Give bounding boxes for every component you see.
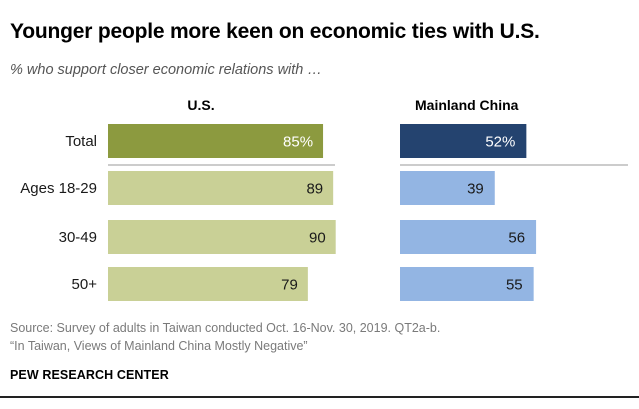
- source-note: Source: Survey of adults in Taiwan condu…: [10, 319, 440, 355]
- category-label-2: 30-49: [59, 229, 97, 246]
- footer-rule: [0, 396, 639, 398]
- data-label-0-0: 85%: [283, 134, 313, 151]
- bar-1-2: [400, 220, 537, 254]
- data-label-1-2: 56: [508, 230, 525, 247]
- category-label-3: 50+: [72, 276, 98, 293]
- category-label-0: Total: [65, 133, 97, 150]
- bar-1-0: [400, 124, 527, 158]
- source-line-2: “In Taiwan, Views of Mainland China Most…: [10, 339, 308, 353]
- data-label-0-1: 89: [306, 181, 323, 198]
- bar-0-2: [108, 220, 336, 254]
- data-label-0-3: 79: [281, 277, 298, 294]
- data-label-0-2: 90: [309, 230, 326, 247]
- bar-0-1: [108, 171, 334, 205]
- bar-0-0: [108, 124, 324, 158]
- data-label-1-0: 52%: [485, 134, 515, 151]
- source-line-1: Source: Survey of adults in Taiwan condu…: [10, 321, 441, 335]
- organization-name: PEW RESEARCH CENTER: [10, 368, 169, 382]
- bar-chart: Total Ages 18-29 30-49 50+ U.S. 85% 89 90 79 Main…: [20, 97, 628, 301]
- series-header-1: Mainland China: [415, 97, 519, 113]
- bar-1-1: [400, 171, 495, 205]
- chart-subtitle: % who support closer economic relations …: [10, 62, 322, 78]
- bar-0-3: [108, 267, 308, 301]
- chart-title: Younger people more keen on economic tie…: [10, 20, 540, 43]
- data-label-1-3: 55: [506, 277, 523, 294]
- category-label-1: Ages 18-29: [20, 180, 97, 197]
- data-label-1-1: 39: [467, 181, 484, 198]
- series-header-0: U.S.: [187, 97, 214, 113]
- bar-1-3: [400, 267, 534, 301]
